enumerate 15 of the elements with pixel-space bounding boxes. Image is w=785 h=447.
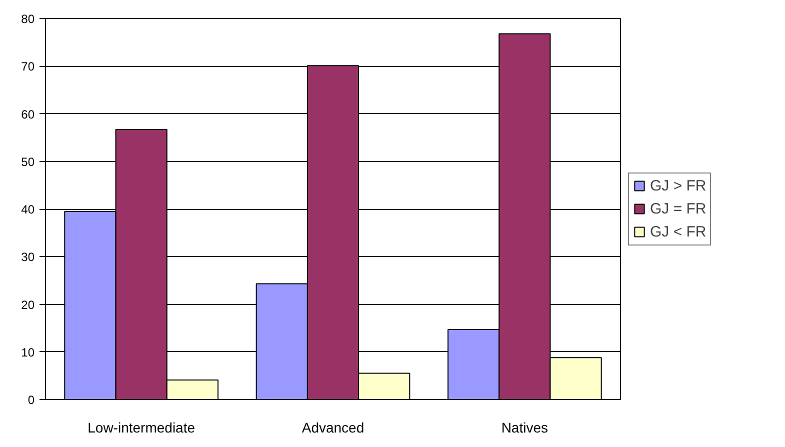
y-tick-label: 60 — [21, 107, 35, 122]
legend-label: GJ = FR — [650, 200, 706, 217]
x-tick-label: Advanced — [302, 420, 364, 436]
y-tick-label: 70 — [21, 60, 35, 74]
y-tick-label: 50 — [21, 154, 35, 169]
y-tick-label: 80 — [21, 12, 35, 26]
y-tick-label: 40 — [21, 202, 35, 216]
x-tick-label: Low-intermediate — [88, 420, 196, 436]
x-tick-label: Natives — [501, 420, 548, 436]
legend-label: GJ > FR — [650, 177, 706, 194]
y-tick-label: 0 — [28, 393, 35, 407]
legend-label: GJ < FR — [650, 223, 706, 240]
y-tick-label: 30 — [21, 250, 35, 264]
y-tick-label: 10 — [21, 345, 35, 360]
y-tick-label: 20 — [21, 298, 35, 312]
